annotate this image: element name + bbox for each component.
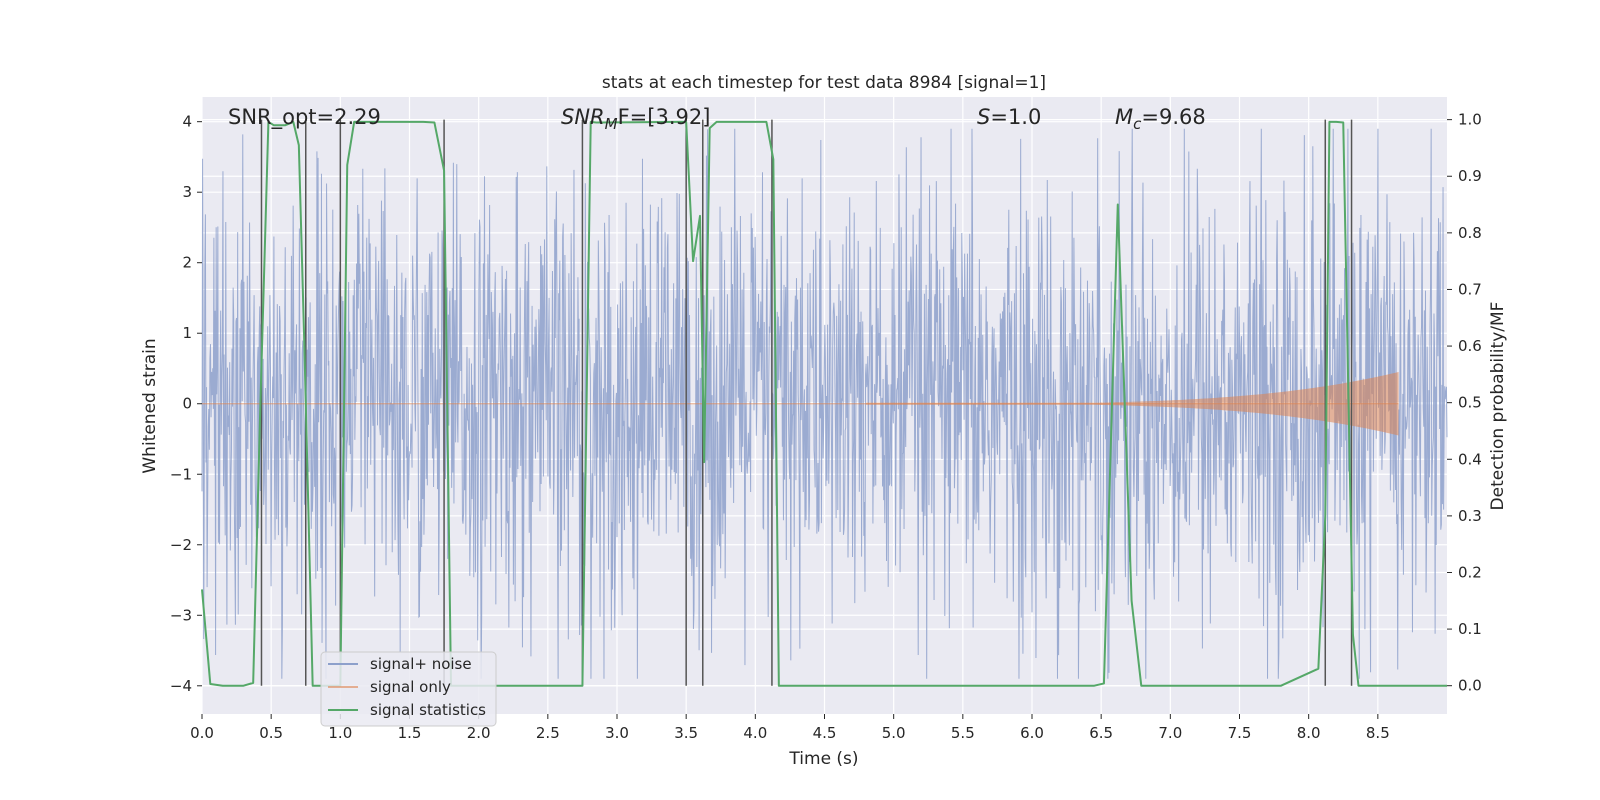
x-tick-label: 8.5 xyxy=(1366,724,1390,742)
y-right-axis-ticks: 0.0 0.1 0.2 0.3 0.4 0.5 0.6 0.7 0.8 0.9 1.0 xyxy=(1447,111,1482,695)
y-tick-label: 4 xyxy=(182,113,192,131)
annotation-snr-mf: SNRMF=[3.92] xyxy=(561,105,710,133)
y-right-tick-label: 0.9 xyxy=(1458,167,1482,185)
y-axis-label: Whitened strain xyxy=(140,338,160,473)
y-tick-label: −1 xyxy=(170,465,192,483)
x-tick-label: 8.0 xyxy=(1297,724,1321,742)
y-right-tick-label: 0.3 xyxy=(1458,507,1482,525)
x-tick-label: 3.0 xyxy=(605,724,629,742)
y-tick-label: −2 xyxy=(170,536,192,554)
x-tick-label: 5.5 xyxy=(951,724,975,742)
x-tick-label: 1.0 xyxy=(328,724,352,742)
noise-trace xyxy=(201,128,1448,679)
legend: signal+ noise signal only signal statist… xyxy=(320,651,497,727)
x-tick-label: 6.5 xyxy=(1089,724,1113,742)
y-tick-label: 1 xyxy=(182,324,192,342)
mc-subscript: c xyxy=(1133,115,1142,133)
y-right-tick-label: 0.2 xyxy=(1458,563,1482,581)
series-signal-statistics xyxy=(201,120,1447,687)
statistics-line xyxy=(201,120,1447,687)
s-variable: S xyxy=(977,105,990,129)
y-right-tick-label: 0.1 xyxy=(1458,620,1482,638)
annotation-snr-opt: SNR_opt=2.29 xyxy=(228,105,381,130)
x-tick-label: 2.5 xyxy=(536,724,560,742)
x-axis-ticks: 0.0 0.5 1.0 1.5 2.0 2.5 3.0 3.5 4.0 4.5 5.0 5.5 6.0 6… xyxy=(190,714,1390,742)
annotation-mc: Mc=9.68 xyxy=(1115,105,1206,133)
y-axis-ticks: −4 −3 −2 −1 0 1 2 3 4 xyxy=(170,113,202,695)
y-right-axis-label: Detection probability/MF xyxy=(1488,302,1508,511)
series-signal-noise xyxy=(201,128,1448,679)
x-tick-label: 7.5 xyxy=(1228,724,1252,742)
y-right-tick-label: 0.5 xyxy=(1458,394,1482,412)
y-tick-label: 2 xyxy=(182,254,192,272)
x-tick-label: 0.0 xyxy=(190,724,214,742)
x-tick-label: 3.5 xyxy=(674,724,698,742)
snr-mf-subscript: M xyxy=(605,115,618,133)
y-right-tick-label: 0.6 xyxy=(1458,337,1482,355)
s-value: =1.0 xyxy=(990,105,1041,129)
legend-box xyxy=(320,651,497,727)
y-right-tick-label: 0.0 xyxy=(1458,677,1482,695)
legend-label-signal-noise: signal+ noise xyxy=(370,655,472,673)
y-right-tick-label: 1.0 xyxy=(1458,111,1482,129)
x-tick-label: 6.0 xyxy=(1020,724,1044,742)
x-tick-label: 7.0 xyxy=(1158,724,1182,742)
y-right-tick-label: 0.8 xyxy=(1458,224,1482,242)
x-tick-label: 4.5 xyxy=(813,724,837,742)
chart-title: stats at each timestep for test data 898… xyxy=(602,73,1046,93)
x-tick-label: 0.5 xyxy=(259,724,283,742)
snr-mf-prefix: SNR xyxy=(561,105,605,129)
x-axis-label: Time (s) xyxy=(788,749,858,769)
series-signal-only xyxy=(202,372,1399,436)
legend-label-signal-statistics: signal statistics xyxy=(370,701,486,719)
x-tick-label: 1.5 xyxy=(398,724,422,742)
x-tick-label: 4.0 xyxy=(743,724,767,742)
y-tick-label: 0 xyxy=(182,395,192,413)
mc-value: =9.68 xyxy=(1141,105,1205,129)
mc-variable: M xyxy=(1115,105,1133,129)
annotation-s: S=1.0 xyxy=(977,105,1041,129)
y-tick-label: −3 xyxy=(170,606,192,624)
snr-mf-suffix: F=[3.92] xyxy=(618,105,711,129)
y-right-tick-label: 0.4 xyxy=(1458,450,1482,468)
y-tick-label: −4 xyxy=(170,677,192,695)
x-tick-label: 2.0 xyxy=(467,724,491,742)
y-right-tick-label: 0.7 xyxy=(1458,280,1482,298)
legend-label-signal-only: signal only xyxy=(370,678,451,696)
y-tick-label: 3 xyxy=(182,183,192,201)
x-tick-label: 5.0 xyxy=(882,724,906,742)
